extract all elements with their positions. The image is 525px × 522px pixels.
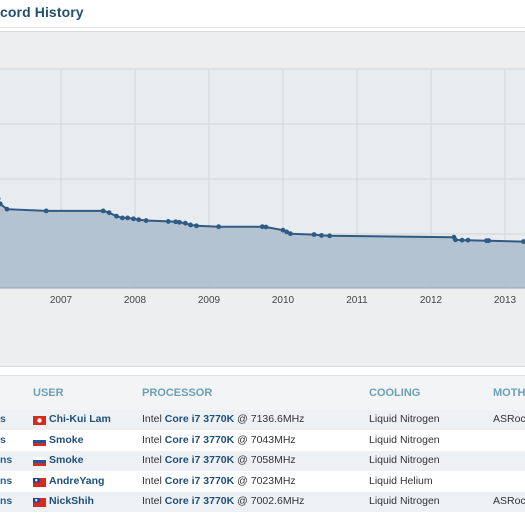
cooling-cell: Liquid Nitrogen [369,433,440,446]
data-point [453,237,458,243]
motherboard-cell: ASRoc [493,495,525,507]
processor-cell: Intel Core i7 3770K @ 7136.6MHz [142,413,304,425]
table-row[interactable]: s Smoke Intel Core i7 3770K @ 7043MHz Liqui… [0,431,525,451]
data-point [0,201,3,207]
data-point [182,220,188,226]
data-point [188,222,193,228]
data-point [319,233,324,238]
x-tick-label: 2013 [494,295,517,306]
x-tick-label: 2007 [50,295,73,306]
user-link[interactable]: Smoke [49,454,84,466]
row-fragment: s [0,433,6,446]
row-fragment: s [0,413,6,425]
processor-cell: Intel Core i7 3770K @ 7043MHz [142,434,296,446]
data-point [327,233,333,239]
table-row[interactable]: ns NickShih Intel Core i7 3770K @ 7002.6MH… [0,492,525,512]
data-point [136,217,142,223]
processor-vendor: Intel [142,454,165,466]
processor-cell: Intel Core i7 3770K @ 7002.6MHz [142,495,304,507]
russia-flag-icon [33,457,46,466]
cooling-cell: Liquid Nitrogen [369,413,440,425]
data-point [259,224,265,230]
data-point [459,237,465,243]
data-point [263,224,269,230]
header-cooling[interactable]: COOLING [369,387,421,399]
processor-cell: Intel Core i7 3770K @ 7058MHz [142,454,296,466]
table-row[interactable]: ns AndreYang Intel Core i7 3770K @ 7023MHz… [0,472,525,492]
processor-vendor: Intel [142,474,165,487]
row-fragment: ns [0,495,13,507]
series-area [0,100,525,288]
processor-model[interactable]: Core i7 3770K [164,495,235,507]
table-header: USER PROCESSOR COOLING MOTHE [0,375,525,411]
data-point [288,231,293,237]
processor-frequency: @ 7043MHz [234,433,296,446]
row-fragment: ns [0,454,13,466]
data-point [4,206,10,212]
header-motherboard[interactable]: MOTHE [493,387,525,399]
data-point [0,197,1,201]
data-point [216,224,222,230]
processor-model[interactable]: Core i7 3770K [164,433,235,446]
data-point [177,219,182,225]
series-line [0,99,525,243]
title-divider [0,27,525,28]
processor-frequency: @ 7023MHz [234,474,296,487]
data-point [521,239,525,244]
data-point [120,215,125,221]
processor-frequency: @ 7136.6MHz [234,413,305,425]
cooling-cell: Liquid Nitrogen [369,454,440,466]
table-row[interactable]: ns Smoke Intel Core i7 3770K @ 7058MHz Liqu… [0,451,525,471]
data-point [194,223,199,229]
data-point [143,218,149,223]
processor-vendor: Intel [142,495,165,507]
chart-area: 2007 2008 2009 2010 2011 2012 2013 [0,31,525,367]
processor-frequency: @ 7002.6MHz [234,495,305,507]
x-tick-label: 2011 [346,295,368,306]
header-user[interactable]: USER [33,387,64,399]
user-link[interactable]: Chi-Kui Lam [49,413,111,425]
data-point [173,219,179,225]
user-link[interactable]: Smoke [49,433,84,446]
processor-frequency: @ 7058MHz [234,454,296,466]
table-row[interactable]: s Chi-Kui Lam Intel Core i7 3770K @ 7136.6… [0,410,525,430]
russia-flag-icon [33,436,46,446]
data-point [165,219,171,224]
data-point [280,227,286,233]
x-tick-label: 2008 [124,295,147,306]
data-point [43,208,49,214]
x-tick-label: 2010 [272,295,295,306]
taiwan-flag-icon [33,498,46,507]
page-title: cord History [0,4,84,20]
x-tick-label: 2009 [198,295,221,306]
processor-vendor: Intel [142,433,165,446]
data-point [311,232,317,237]
record-history-chart: 2007 2008 2009 2010 2011 2012 2013 [0,68,525,306]
header-processor[interactable]: PROCESSOR [142,387,213,399]
data-point [465,237,471,243]
user-link[interactable]: NickShih [49,495,94,507]
hong-kong-flag-icon [33,416,46,425]
data-point [100,208,106,214]
processor-vendor: Intel [142,413,165,425]
x-tick-label: 2012 [420,295,443,306]
data-point [114,213,119,219]
cooling-cell: Liquid Helium [369,474,433,487]
data-point [106,210,112,216]
motherboard-cell: ASRoc [493,413,525,425]
cooling-cell: Liquid Nitrogen [369,495,440,507]
row-fragment: ns [0,474,13,487]
processor-model[interactable]: Core i7 3770K [164,474,235,487]
data-point [125,215,130,221]
data-point [486,238,492,244]
data-point [131,216,136,222]
taiwan-flag-icon [33,477,46,487]
processor-model[interactable]: Core i7 3770K [164,413,235,425]
processor-cell: Intel Core i7 3770K @ 7023MHz [142,475,296,487]
processor-model[interactable]: Core i7 3770K [164,454,235,466]
user-link[interactable]: AndreYang [49,474,105,487]
data-point [284,229,290,235]
